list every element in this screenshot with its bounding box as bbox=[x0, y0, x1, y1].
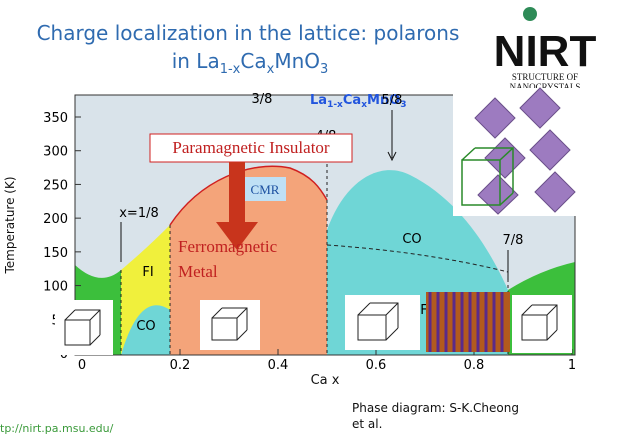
subscript: 3 bbox=[320, 62, 328, 77]
credit: Phase diagram: S-K.Cheong bbox=[352, 401, 519, 415]
y-tick-label: 250 bbox=[43, 178, 68, 193]
unit-cell bbox=[461, 147, 514, 206]
text: La bbox=[310, 93, 327, 108]
cube bbox=[64, 309, 101, 346]
x-tick-label: 0.8 bbox=[464, 358, 485, 373]
slide-title: Charge localization in the lattice: pola… bbox=[37, 21, 460, 45]
fraction-label: 3/8 bbox=[252, 92, 273, 107]
x-tick-label: 1 bbox=[568, 358, 576, 373]
region-label: FI bbox=[142, 265, 153, 280]
cube bbox=[211, 307, 248, 341]
cube bbox=[521, 304, 558, 341]
inset-bg bbox=[426, 292, 510, 352]
text: Ca bbox=[343, 93, 361, 108]
subscript: 1-x bbox=[220, 62, 241, 77]
cube bbox=[357, 302, 399, 341]
fraction-label: 7/8 bbox=[503, 233, 524, 248]
fraction-label: 5/8 bbox=[382, 93, 403, 108]
y-tick-label: 300 bbox=[43, 145, 68, 160]
text: MnO bbox=[274, 49, 320, 73]
text: MnO bbox=[367, 93, 400, 108]
slide-title-formula: in La1-xCaxMnO3 bbox=[172, 49, 329, 77]
annotation: Paramagnetic Insulator bbox=[172, 138, 330, 157]
x-tick-label: 0.6 bbox=[366, 358, 387, 373]
logo: NIRT STRUCTURE OF NANOCRYSTALS bbox=[494, 7, 597, 92]
annotation-box bbox=[244, 177, 286, 201]
y-tick-label: 150 bbox=[43, 246, 68, 261]
credit: et al. bbox=[352, 417, 382, 431]
annotation-box bbox=[149, 133, 353, 163]
y-tick-label: 100 bbox=[43, 280, 68, 295]
stripes bbox=[428, 292, 504, 352]
annotation: CMR bbox=[251, 182, 280, 197]
inset-bg bbox=[512, 295, 572, 353]
x-tick-label: 0.2 bbox=[170, 358, 191, 373]
plot-frame bbox=[74, 94, 576, 356]
region-label: CO bbox=[402, 232, 421, 247]
x-axis-label: Ca x bbox=[311, 373, 340, 388]
logo-line: STRUCTURE OF bbox=[512, 72, 578, 82]
boundary bbox=[326, 244, 509, 273]
logo-line: NANOCRYSTALS bbox=[510, 82, 581, 92]
region-label: F bbox=[420, 303, 427, 318]
subscript: 3 bbox=[400, 100, 406, 110]
subscript: 1-x bbox=[327, 100, 343, 110]
diagram-title: La1-xCaxMnO3 bbox=[310, 93, 407, 110]
x-tick-label: 0.4 bbox=[268, 358, 289, 373]
subscript: x bbox=[267, 62, 275, 77]
y-tick-label: 350 bbox=[43, 111, 68, 126]
footer-url[interactable]: tp://nirt.pa.msu.edu/ bbox=[0, 422, 114, 435]
phase-diagram: La1-xCaxMnO3 350300250200150100500 00.20… bbox=[3, 87, 588, 388]
y-tick-label: 200 bbox=[43, 212, 68, 227]
inset-bg bbox=[55, 300, 113, 355]
arrow-head bbox=[387, 151, 397, 162]
text: Ca bbox=[240, 49, 266, 73]
spin-insets bbox=[55, 292, 572, 355]
arrow bbox=[216, 162, 258, 250]
logo-name: NIRT bbox=[494, 27, 597, 76]
logo-icon bbox=[523, 7, 537, 21]
crystal-inset bbox=[453, 87, 588, 216]
x-tick-label: 0 bbox=[78, 358, 86, 373]
boundary bbox=[169, 165, 328, 226]
text: in La bbox=[172, 49, 220, 73]
annotation: Ferromagnetic bbox=[178, 237, 278, 256]
region-label: CO bbox=[136, 319, 155, 334]
region bbox=[121, 305, 170, 355]
annotation: Metal bbox=[178, 262, 218, 281]
subscript: x bbox=[361, 100, 367, 110]
y-axis-label: Temperature (K) bbox=[3, 176, 17, 274]
fraction-label: x=1/8 bbox=[119, 206, 159, 221]
